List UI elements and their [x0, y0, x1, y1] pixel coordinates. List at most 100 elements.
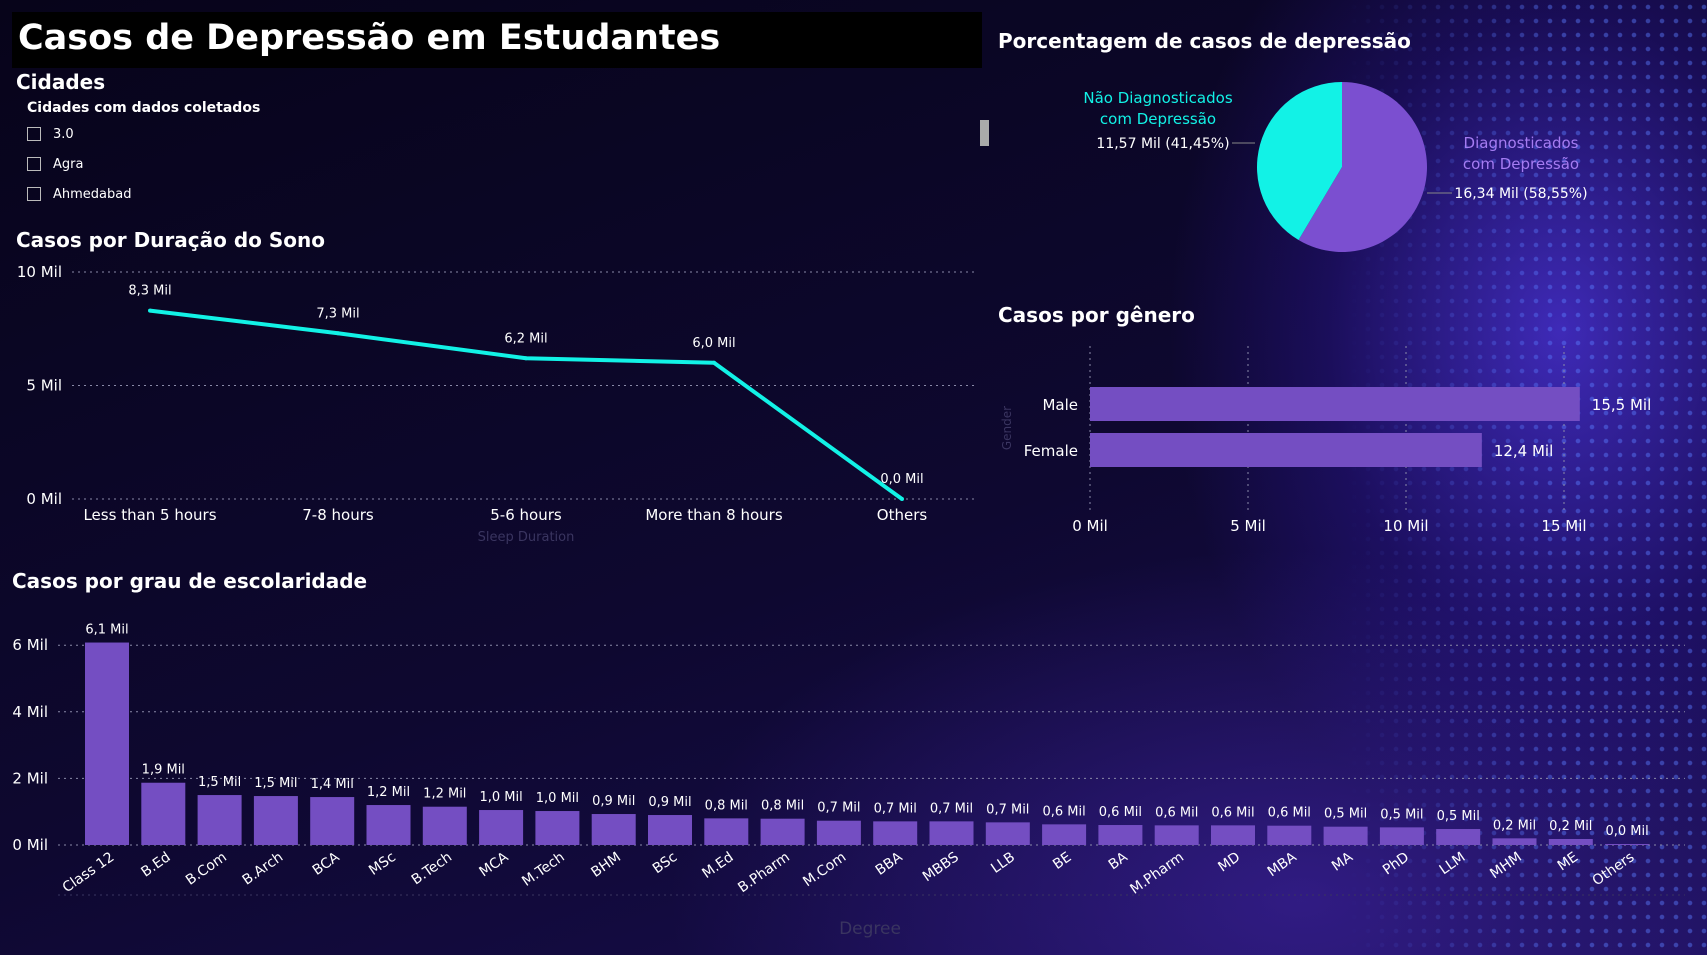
degree-data-label: 0,9 Mil [592, 794, 635, 809]
degree-data-label: 0,8 Mil [705, 798, 748, 813]
slicer-scrollbar[interactable] [980, 120, 989, 146]
city-option-3[interactable]: Ahmedabad [27, 184, 131, 204]
degree-bar [1605, 844, 1650, 845]
degree-bar [985, 822, 1030, 845]
pie-data-label: 11,57 Mil (41,45%) [1096, 136, 1229, 152]
degree-data-label: 1,2 Mil [367, 785, 410, 800]
degree-data-label: 0,6 Mil [1042, 804, 1085, 819]
degree-x-tick-label: M.Ed [699, 849, 736, 882]
cities-slicer-subtitle: Cidades com dados coletados [27, 100, 261, 116]
degree-data-label: 1,4 Mil [311, 777, 354, 792]
degree-x-tick-label: B.Com [183, 849, 230, 889]
sleep-x-tick-label: More than 8 hours [645, 506, 782, 524]
degree-bar [197, 795, 242, 845]
page-title: Casos de Depressão em Estudantes [18, 18, 721, 58]
degree-bar [1154, 825, 1199, 845]
degree-x-tick-label: LLM [1437, 849, 1469, 878]
degree-bar [85, 642, 129, 845]
gender-category-label: Female [1024, 442, 1078, 460]
degree-data-label: 1,2 Mil [423, 787, 466, 802]
degree-bar [760, 818, 805, 845]
sleep-data-label: 7,3 Mil [316, 306, 359, 321]
degree-x-tick-label: Others [1590, 849, 1638, 889]
degree-x-tick-label: LLB [988, 849, 1018, 877]
degree-x-tick-label: ME [1555, 849, 1581, 874]
degree-bar [648, 815, 692, 845]
degree-data-label: 0,9 Mil [648, 795, 691, 810]
sleep-axis-title: Sleep Duration [478, 530, 575, 545]
sleep-x-tick-label: Less than 5 hours [83, 506, 216, 524]
sleep-chart-title: Casos por Duração do Sono [16, 228, 325, 252]
degree-x-tick-label: MBA [1265, 849, 1300, 880]
degree-x-tick-label: MD [1215, 849, 1243, 875]
gender-x-tick-label: 10 Mil [1383, 517, 1428, 535]
degree-bar [535, 811, 580, 845]
cities-heading: Cidades [16, 70, 106, 94]
pie-slice [1256, 82, 1342, 241]
pie-slice [1298, 82, 1427, 252]
city-option-label: Ahmedabad [53, 186, 132, 202]
degree-bar [479, 810, 524, 845]
sleep-data-point [900, 497, 904, 501]
city-option-label: 3.0 [53, 126, 74, 142]
degree-data-label: 1,5 Mil [198, 775, 241, 790]
degree-data-label: 0,6 Mil [1155, 805, 1198, 820]
degree-data-label: 0,5 Mil [1380, 807, 1423, 822]
degree-bar [1379, 827, 1424, 845]
city-option-2[interactable]: Agra [27, 154, 83, 174]
degree-y-tick-label: 6 Mil [12, 636, 48, 654]
degree-data-label: 1,5 Mil [254, 776, 297, 791]
degree-bar [1548, 839, 1593, 845]
pie-slice-label: com Depressão [1463, 155, 1579, 173]
sleep-data-label: 8,3 Mil [128, 284, 171, 299]
sleep-x-tick-label: 5-6 hours [490, 506, 562, 524]
city-option-label: Agra [53, 156, 84, 172]
degree-x-tick-label: BBA [873, 849, 906, 879]
degree-x-tick-label: BE [1050, 849, 1074, 873]
degree-y-tick-label: 2 Mil [12, 769, 48, 787]
degree-bar [1436, 829, 1481, 845]
pie-chart-title: Porcentagem de casos de depressão [998, 29, 1411, 53]
degree-x-tick-label: BCA [310, 849, 343, 879]
degree-x-tick-label: M.Tech [519, 849, 567, 890]
title-bar: Casos de Depressão em Estudantes [12, 12, 982, 68]
degree-data-label: 0,0 Mil [1605, 824, 1648, 839]
sleep-data-point [148, 308, 152, 313]
degree-x-tick-label: B.Pharm [735, 849, 793, 896]
degree-bar [1042, 824, 1087, 845]
sleep-x-tick-label: 7-8 hours [302, 506, 374, 524]
degree-data-label: 0,6 Mil [1268, 806, 1311, 821]
gender-bar [1090, 433, 1482, 467]
pie-slice-label: Diagnosticados [1464, 134, 1579, 152]
degree-chart-title: Casos por grau de escolaridade [12, 569, 368, 593]
degree-x-tick-label: B.Tech [409, 849, 455, 888]
degree-x-tick-label: M.Pharm [1127, 849, 1187, 897]
degree-y-tick-label: 4 Mil [12, 703, 48, 721]
degree-bar [422, 806, 467, 845]
degree-bar [253, 796, 298, 845]
degree-data-label: 0,7 Mil [986, 802, 1029, 817]
sleep-data-label: 6,2 Mil [504, 331, 547, 346]
degree-y-tick-label: 0 Mil [12, 836, 48, 854]
degree-data-label: 1,9 Mil [142, 763, 185, 778]
city-option-1[interactable]: 3.0 [27, 124, 74, 144]
degree-x-tick-label: MA [1329, 849, 1356, 875]
checkbox[interactable] [27, 187, 41, 201]
degree-x-tick-label: Class 12 [60, 849, 118, 896]
gender-category-label: Male [1042, 396, 1078, 414]
degree-data-label: 6,1 Mil [85, 623, 128, 638]
degree-data-label: 0,2 Mil [1549, 819, 1592, 834]
checkbox[interactable] [27, 157, 41, 171]
degree-data-label: 0,7 Mil [930, 801, 973, 816]
degree-x-tick-label: BHM [588, 849, 624, 881]
degree-bar [1211, 825, 1255, 845]
gender-bar [1090, 387, 1580, 421]
degree-data-label: 0,5 Mil [1324, 807, 1367, 822]
checkbox[interactable] [27, 127, 41, 141]
degree-data-label: 0,8 Mil [761, 799, 804, 814]
degree-data-label: 0,5 Mil [1437, 809, 1480, 824]
degree-bar [1323, 826, 1368, 845]
degree-data-label: 0,6 Mil [1099, 805, 1142, 820]
gender-data-label: 12,4 Mil [1494, 442, 1553, 460]
